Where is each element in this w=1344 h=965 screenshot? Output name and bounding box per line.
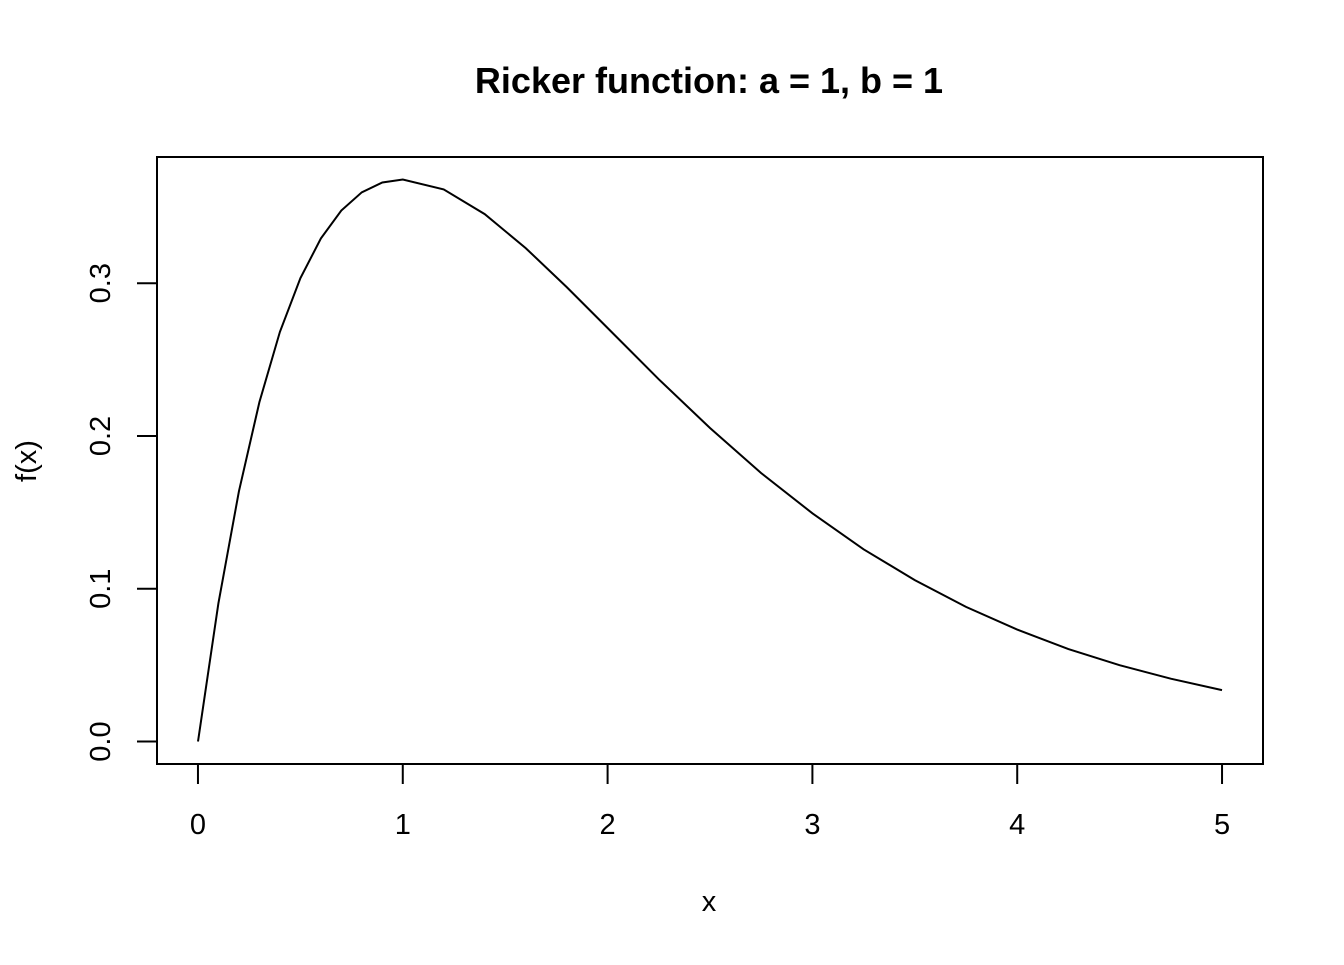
x-tick-label: 4: [1009, 809, 1025, 841]
y-tick-label: 0.1: [85, 569, 117, 609]
y-tick-label: 0.2: [85, 416, 117, 456]
y-tick-label: 0.3: [85, 263, 117, 303]
plot-area-border: [156, 156, 1264, 765]
chart-title: Ricker function: a = 1, b = 1: [475, 60, 943, 101]
x-axis-label: x: [702, 886, 717, 918]
x-tick-label: 0: [190, 809, 206, 841]
x-ticks: 0 1 2 3 4 5: [190, 764, 1230, 841]
y-axis-label: f(x): [11, 440, 43, 482]
series-line: [197, 178, 1223, 742]
y-ticks: 0.0 0.1 0.2 0.3: [85, 263, 157, 762]
x-tick-label: 2: [600, 809, 616, 841]
x-tick-label: 1: [395, 809, 411, 841]
y-tick-label: 0.0: [85, 721, 117, 761]
x-tick-label: 3: [804, 809, 820, 841]
x-tick-label: 5: [1214, 809, 1230, 841]
